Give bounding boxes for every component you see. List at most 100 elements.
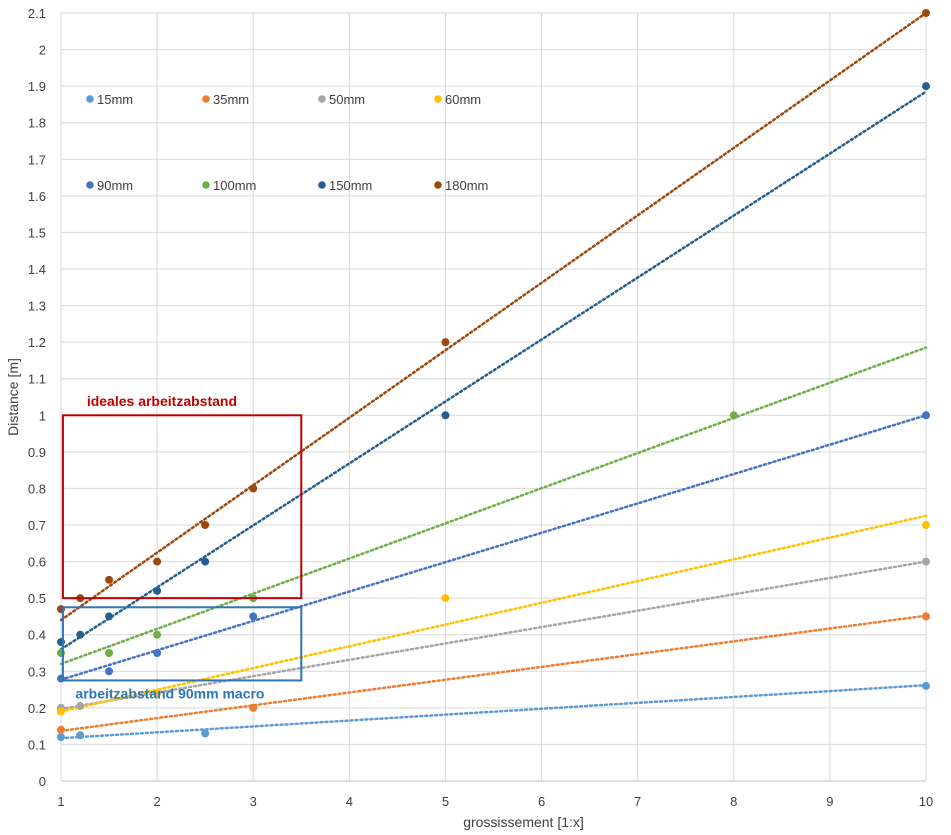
y-tick-label: 0 [39, 774, 46, 789]
legend-marker-15mm [86, 95, 94, 103]
trendlines [59, 11, 928, 740]
x-tick-label: 7 [634, 794, 641, 809]
legend-marker-100mm [202, 181, 210, 189]
trendline-35mm [59, 614, 928, 733]
axes: 1 2 3 4 5 6 7 8 9 10 0 0.1 0.2 0.3 0.4 0.5 0.6 0.7 0.8 0.9 1… [28, 6, 933, 809]
y-tick-label: 0.6 [28, 555, 46, 570]
trendline-90mm [59, 414, 928, 681]
data-point-90mm [153, 649, 162, 657]
data-point-150mm [441, 411, 450, 420]
y-tick-label: 1.7 [28, 152, 46, 167]
data-point-60mm [57, 707, 65, 716]
data-point-180mm [249, 484, 258, 493]
legend-marker-90mm [86, 181, 94, 189]
legend-label-50mm: 50mm [329, 92, 365, 107]
data-point-100mm [729, 411, 738, 420]
y-tick-label: 1 [39, 408, 46, 423]
legend-label-90mm: 90mm [97, 178, 133, 193]
legend-label-35mm: 35mm [213, 92, 249, 107]
data-point-90mm [249, 612, 258, 621]
annotation-label: ideales arbeitzabstand [87, 393, 237, 409]
y-tick-label: 2 [39, 43, 46, 58]
data-point-100mm [153, 630, 162, 639]
y-tick-label: 1.9 [28, 79, 46, 94]
data-point-150mm [201, 557, 210, 566]
x-tick-label: 8 [730, 794, 737, 809]
legend-label-150mm: 150mm [329, 178, 372, 193]
y-tick-label: 0.9 [28, 445, 46, 460]
data-point-180mm [153, 557, 162, 566]
y-axis-title: Distance [m] [5, 358, 21, 436]
y-tick-label: 1.6 [28, 189, 46, 204]
data-point-180mm [201, 521, 210, 529]
y-tick-label: 1.8 [28, 116, 46, 131]
grid [60, 12, 927, 782]
data-point-150mm [922, 82, 930, 91]
data-point-15mm [57, 733, 65, 742]
data-point-50mm [922, 557, 930, 566]
legend-label-60mm: 60mm [445, 92, 481, 107]
trendline-60mm [59, 514, 928, 713]
x-tick-label: 3 [250, 794, 257, 809]
y-tick-label: 0.8 [28, 481, 46, 496]
x-tick-label: 6 [538, 794, 545, 809]
data-point-35mm [249, 703, 258, 712]
annotation-box [61, 414, 303, 600]
annotations: ideales arbeitzabstand arbeitzabstand 90m… [61, 393, 303, 702]
legend-marker-150mm [318, 181, 326, 189]
y-tick-label: 1.3 [28, 299, 46, 314]
y-tick-label: 1.4 [28, 262, 46, 277]
data-point-60mm [922, 521, 930, 529]
x-tick-label: 10 [919, 794, 933, 809]
data-point-180mm [105, 575, 114, 584]
x-tick-label: 9 [826, 794, 833, 809]
trendline-50mm [59, 560, 928, 711]
legend: 15mm 35mm 50mm 60mm 90mm 100mm 150mm 180mm [86, 92, 488, 193]
data-points [57, 9, 930, 742]
y-tick-label: 0.3 [28, 664, 46, 679]
annotation-label: arbeitzabstand 90mm macro [75, 686, 264, 702]
y-tick-label: 1.1 [28, 372, 46, 387]
data-point-35mm [922, 612, 930, 621]
legend-marker-50mm [318, 95, 326, 103]
trendline-100mm [59, 346, 928, 666]
data-point-180mm [922, 9, 930, 17]
data-point-150mm [76, 630, 85, 639]
data-point-15mm [76, 731, 85, 740]
data-point-90mm [922, 411, 930, 420]
data-point-100mm [105, 649, 114, 657]
legend-marker-180mm [434, 181, 442, 189]
x-tick-label: 4 [346, 794, 353, 809]
legend-marker-60mm [434, 95, 442, 103]
trendline-15mm [59, 683, 928, 740]
x-axis-title: grossissement [1:x] [463, 814, 584, 830]
x-tick-label: 5 [442, 794, 449, 809]
trendline-150mm [59, 90, 928, 651]
data-point-50mm [76, 702, 85, 711]
data-point-15mm [201, 729, 210, 738]
y-tick-label: 1.5 [28, 225, 46, 240]
trendline-180mm [59, 11, 928, 622]
y-tick-label: 1.2 [28, 335, 46, 350]
legend-label-15mm: 15mm [97, 92, 133, 107]
y-tick-label: 0.4 [28, 628, 46, 643]
data-point-90mm [105, 667, 114, 676]
annotation-box [61, 606, 303, 682]
data-point-15mm [922, 681, 930, 690]
data-point-60mm [153, 689, 162, 698]
legend-marker-35mm [202, 95, 210, 103]
data-point-180mm [441, 338, 450, 347]
data-point-150mm [105, 612, 114, 621]
legend-label-180mm: 180mm [445, 178, 488, 193]
y-tick-label: 0.2 [28, 701, 46, 716]
data-point-150mm [153, 586, 162, 595]
legend-label-100mm: 100mm [213, 178, 256, 193]
y-tick-label: 2.1 [28, 6, 46, 21]
data-point-60mm [441, 594, 450, 603]
x-tick-label: 2 [153, 794, 160, 809]
y-tick-label: 0.1 [28, 737, 46, 752]
data-point-35mm [57, 725, 65, 734]
y-tick-label: 0.5 [28, 591, 46, 606]
